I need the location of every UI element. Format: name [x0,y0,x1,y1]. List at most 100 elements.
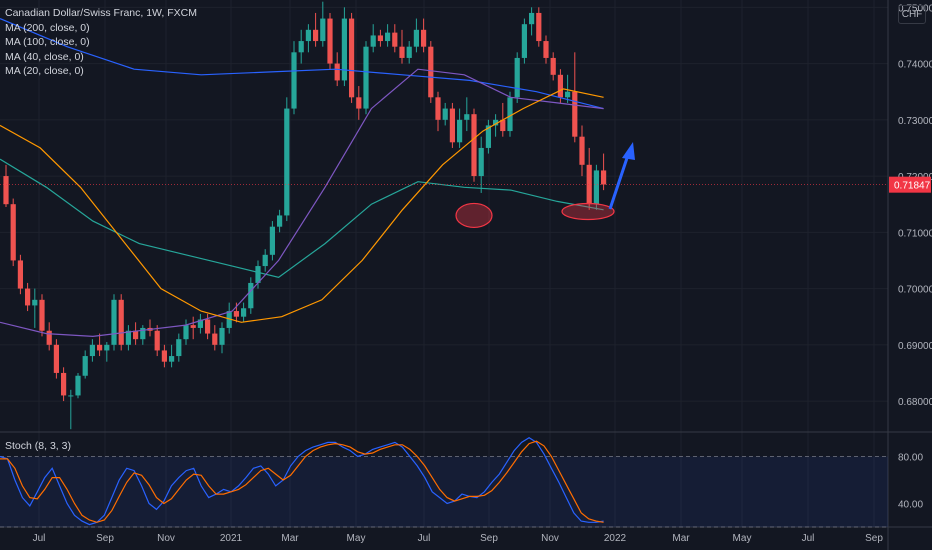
chart-legend: Canadian Dollar/Swiss Franc, 1W, FXCM MA… [5,6,197,79]
candle-body [17,260,23,289]
y-tick-label: 0.74000 [898,60,932,71]
candle-body [255,266,261,283]
candle-body [118,299,124,345]
x-tick-label: Jul [802,533,815,544]
candle-body [154,330,160,351]
candle-body [356,97,362,109]
candle-body [485,125,491,148]
candle-body [183,325,189,340]
candle-body [399,46,405,58]
candle-body [291,52,297,109]
x-tick-label: Sep [865,533,883,544]
candle-body [557,74,563,98]
trend-arrow-head-icon [622,142,635,160]
x-tick-label: Jul [33,533,46,544]
candle-body [493,119,499,126]
x-tick-label: May [347,533,366,544]
candle-body [565,91,571,98]
stoch-k-line [0,436,604,526]
candle-body [349,18,355,98]
x-tick-label: 2022 [604,533,627,544]
candle-body [32,299,38,306]
stoch-label: Stoch (8, 3, 3) [5,440,71,452]
candle-body [370,35,376,47]
candle-body [341,18,347,81]
candle-body [262,254,268,267]
candle-body [10,204,16,261]
candle-body [39,299,45,331]
candle-body [572,91,578,137]
x-tick-label: 2021 [220,533,243,544]
candle-body [406,46,412,58]
candle-body [363,46,369,109]
candle-body [500,119,506,132]
candle-body [579,136,585,165]
candle-body [428,46,434,98]
candle-body [82,356,88,376]
stoch-tick-label: 40.00 [898,500,923,511]
candle-body [421,29,427,47]
y-tick-label: 0.70000 [898,285,932,296]
ma40-line [0,68,604,338]
ma100-line [0,158,604,278]
candle-body [457,119,463,143]
candle-body [3,176,9,205]
stoch-d-line [0,440,604,523]
candle-body [586,164,592,205]
candle-body [219,327,225,345]
candle-body [233,311,239,317]
candle-body [205,319,211,334]
candle-body [284,108,290,216]
candle-body [449,108,455,143]
x-tick-label: Sep [96,533,114,544]
ma40-label: MA (40, close, 0) [5,50,84,63]
candle-body [305,29,311,42]
x-tick-label: Jul [418,533,431,544]
candle-body [61,372,67,396]
candle-body [327,18,333,64]
candle-body [140,327,146,340]
candle-body [521,24,527,58]
candle-body [161,350,167,362]
ma20-line [0,88,604,323]
candle-body [543,41,549,58]
candle-body [241,308,247,317]
candle-body [269,226,275,255]
ma200-label: MA (200, close, 0) [5,21,90,34]
candle-body [125,330,131,345]
chart-title: Canadian Dollar/Swiss Franc, 1W, FXCM [5,7,197,19]
candle-body [46,330,52,345]
candle-body [176,339,182,357]
ma200-line [0,18,604,110]
candle-body [464,114,470,120]
stoch-band [0,456,888,527]
last-price-tag [889,176,931,193]
x-tick-label: Mar [672,533,690,544]
candle-body [190,325,196,328]
low-highlight-ellipse [561,202,615,221]
candle-body [593,170,599,205]
candle-body [197,319,203,328]
candle-body [25,288,31,306]
y-tick-label: 0.71000 [898,228,932,239]
y-tick-label: 0.68000 [898,397,932,408]
candle-body [536,12,542,42]
candle-body [471,114,477,177]
y-tick-label: 0.69000 [898,341,932,352]
candle-body [478,147,484,177]
candle-body [550,57,556,75]
candle-body [529,12,535,25]
y-tick-label: 0.73000 [898,116,932,127]
candle-body [435,97,441,120]
candle-body [212,333,218,345]
candle-body [377,35,383,42]
ma20-label: MA (20, close, 0) [5,65,84,77]
candle-body [507,97,513,132]
x-tick-label: Nov [541,533,559,544]
candle-body [104,344,110,351]
candle-body [75,375,81,396]
currency-button[interactable]: CHF [898,5,926,24]
candle-body [111,299,117,345]
x-tick-label: Nov [157,533,175,544]
